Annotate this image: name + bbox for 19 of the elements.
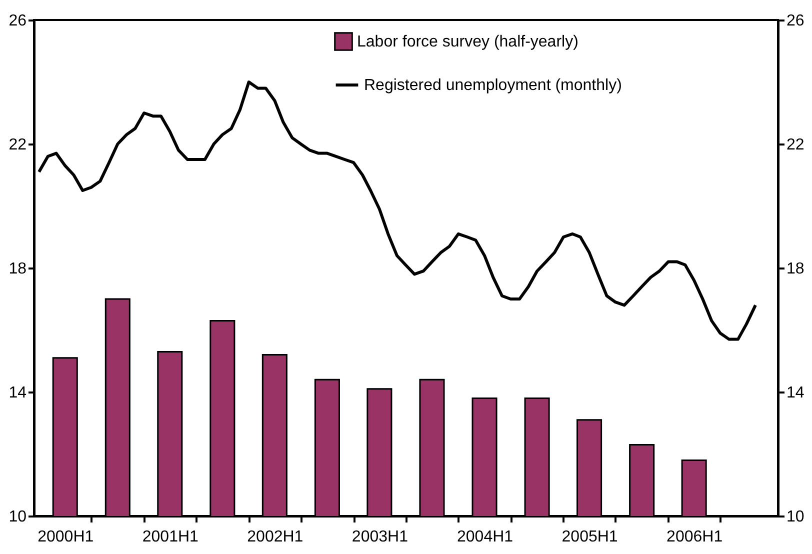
legend-label: Registered unemployment (monthly) [364,77,622,94]
y-tick-label: 10 [8,508,27,526]
legend-label: Labor force survey (half-yearly) [357,34,578,50]
x-tick-label: 2002H1 [247,528,304,546]
y2-tick-label: 26 [786,12,804,30]
y-tick-label: 18 [8,260,27,278]
x-tick-label: 2001H1 [142,528,199,546]
y2-tick-label: 18 [786,260,804,278]
y-tick-label: 22 [8,136,27,154]
x-tick-label: 2000H1 [38,528,94,546]
x-tick-label: 2006H1 [666,528,723,546]
x-tick-label: 2003H1 [352,528,408,546]
y-tick-label: 26 [8,12,27,30]
y2-tick-label: 10 [786,508,804,526]
x-tick-label: 2005H1 [562,528,618,546]
y2-tick-label: 14 [786,384,804,402]
y-tick-label: 14 [8,384,27,402]
x-tick-label: 2004H1 [456,528,514,546]
y2-tick-label: 22 [786,136,804,154]
